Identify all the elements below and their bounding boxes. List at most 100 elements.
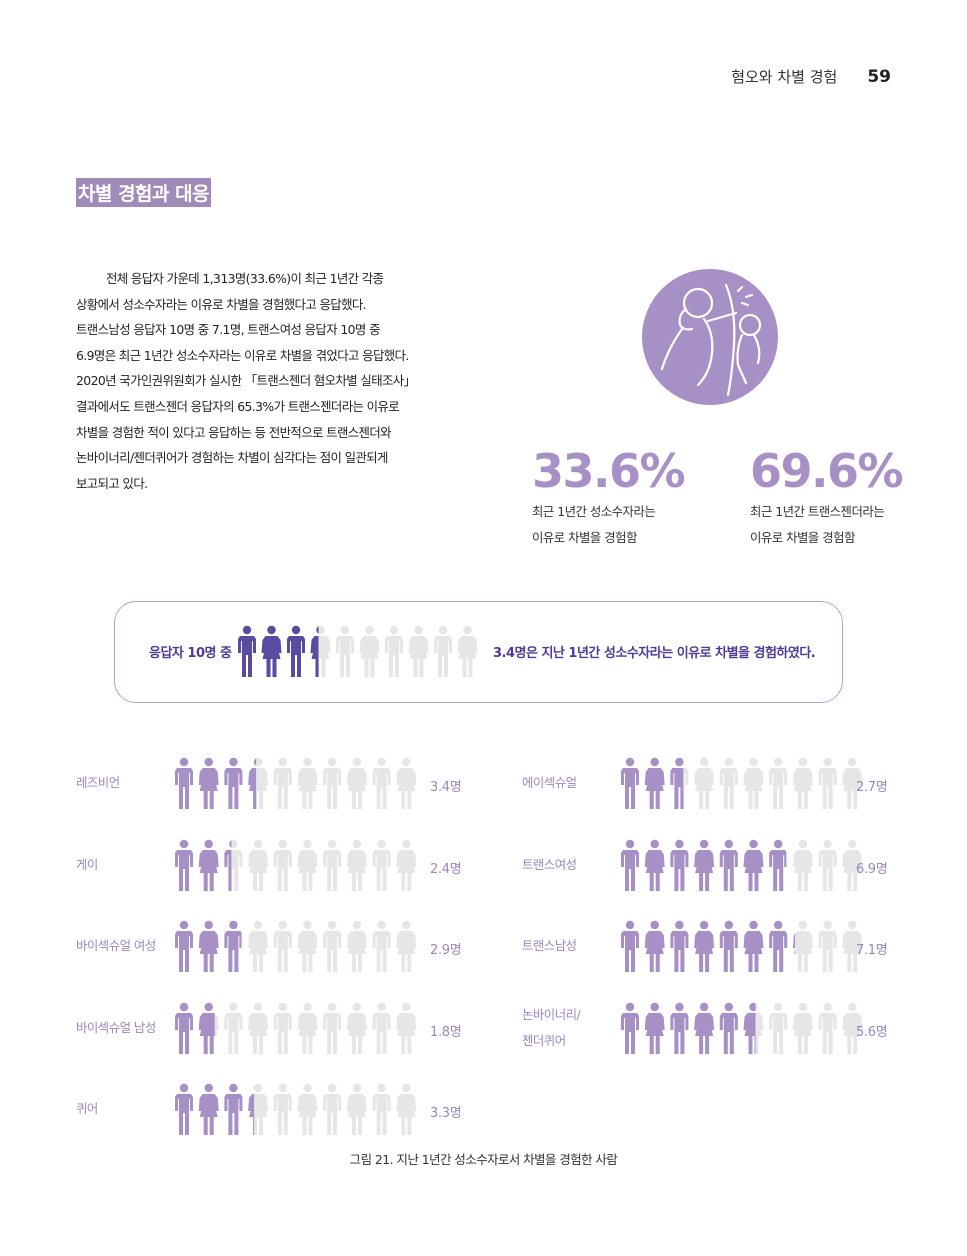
group-label: 레즈비언 xyxy=(76,775,120,790)
group-person-filled xyxy=(644,920,665,972)
group-row: 논바이너리/젠더퀴어 5.6명 xyxy=(522,1002,896,1062)
body-paragraph: 전체 응답자 가운데 1,313명(33.6%)이 최근 1년간 각종 상황에서… xyxy=(76,266,448,496)
group-icon-row xyxy=(621,1002,863,1054)
group-row: 바이섹슈얼 여성 2.9명 xyxy=(76,920,470,980)
group-person-filled xyxy=(175,920,193,972)
summary-person-empty xyxy=(336,625,354,677)
group-person-filled xyxy=(719,839,738,891)
group-person-filled xyxy=(670,839,689,891)
group-icon-row xyxy=(621,757,863,809)
group-person-filled xyxy=(175,1002,193,1054)
group-person-empty xyxy=(297,1083,318,1135)
group-person-empty xyxy=(297,920,318,972)
group-person-empty xyxy=(248,1002,269,1054)
group-person-empty xyxy=(842,839,863,891)
group-person-empty xyxy=(792,839,813,891)
group-person-filled xyxy=(719,920,738,972)
group-person-filled xyxy=(175,757,193,809)
group-person-filled xyxy=(175,839,193,891)
group-value: 3.3명 xyxy=(430,1106,462,1121)
group-row: 퀴어 3.3명 xyxy=(76,1083,470,1143)
summary-person-filled xyxy=(287,625,305,677)
group-person-empty xyxy=(792,757,813,809)
group-person-empty xyxy=(323,1002,342,1054)
group-label: 트랜스남성 xyxy=(522,938,577,953)
group-value: 7.1명 xyxy=(856,943,888,958)
body-line: 차별을 경험한 적이 있다고 응답하는 등 전반적으로 트랜스젠더와 xyxy=(76,424,392,440)
group-person-filled xyxy=(224,757,243,809)
stat-desc-line: 최근 1년간 트랜스젠더라는 xyxy=(750,504,885,519)
group-person-filled xyxy=(719,1002,738,1054)
hero-illustration xyxy=(642,269,778,405)
group-person-filled xyxy=(670,1002,689,1054)
group-value: 6.9명 xyxy=(856,862,888,877)
group-person-empty xyxy=(372,839,391,891)
group-person-empty xyxy=(273,1002,292,1054)
group-person-filled xyxy=(198,920,219,972)
body-line: 2020년 국가인권위원회가 실시한 「트랜스젠더 혐오차별 실태조사」 xyxy=(76,373,416,389)
group-person-empty xyxy=(792,1002,813,1054)
group-person-empty xyxy=(297,839,318,891)
stat-desc-line: 이유로 차별을 경험함 xyxy=(532,530,637,545)
group-person-filled xyxy=(621,757,639,809)
group-label-line: 젠더퀴어 xyxy=(522,1033,566,1048)
header-title: 혐오와 차별 경험 xyxy=(731,68,838,86)
group-icon-row xyxy=(175,1083,417,1135)
body-line: 결과에서도 트랜스젠더 응답자의 65.3%가 트랜스젠더라는 이유로 xyxy=(76,398,400,414)
group-person-empty xyxy=(842,757,863,809)
group-person-filled xyxy=(175,1083,193,1135)
group-person-filled xyxy=(198,757,219,809)
group-icon-row xyxy=(175,757,417,809)
stat-description: 최근 1년간 트랜스젠더라는 이유로 차별을 경험함 xyxy=(750,499,902,551)
group-person-empty xyxy=(273,920,292,972)
group-person-empty xyxy=(224,1002,243,1054)
group-person-filled xyxy=(670,920,689,972)
group-person-empty xyxy=(323,757,342,809)
body-line: 트랜스남성 응답자 10명 중 7.1명, 트랜스여성 응답자 10명 중 xyxy=(76,322,380,338)
body-line: 상황에서 성소수자라는 이유로 차별을 경험했다고 응답했다. xyxy=(76,296,367,312)
group-person-filled xyxy=(694,920,715,972)
group-person-empty xyxy=(346,1002,367,1054)
group-person-empty xyxy=(396,839,417,891)
summary-person-filled xyxy=(310,626,319,677)
group-person-filled xyxy=(644,1002,665,1054)
body-line: 논바이너리/젠더퀴어가 경험하는 차별이 심각다는 점이 일관되게 xyxy=(76,450,388,466)
summary-person-empty xyxy=(457,625,478,677)
group-label: 트랜스여성 xyxy=(522,857,577,872)
group-person-empty xyxy=(818,920,837,972)
group-person-filled xyxy=(248,1086,255,1135)
group-person-empty xyxy=(273,839,292,891)
group-label: 퀴어 xyxy=(76,1101,98,1116)
stat-description: 최근 1년간 성소수자라는 이유로 차별을 경험함 xyxy=(532,499,684,551)
group-person-empty xyxy=(719,757,738,809)
stat-desc-line: 최근 1년간 성소수자라는 xyxy=(532,504,656,519)
group-row: 에이섹슈얼 2.7명 xyxy=(522,757,896,817)
summary-person-empty xyxy=(408,625,429,677)
group-icon-row xyxy=(621,920,863,972)
group-value: 5.6명 xyxy=(856,1025,888,1040)
group-person-empty xyxy=(323,920,342,972)
group-person-empty xyxy=(818,839,837,891)
group-value: 1.8명 xyxy=(430,1025,462,1040)
group-person-filled xyxy=(694,1002,715,1054)
group-value: 3.4명 xyxy=(430,780,462,795)
group-person-filled xyxy=(248,758,257,809)
group-label: 논바이너리/젠더퀴어 xyxy=(522,1002,581,1054)
group-person-empty xyxy=(769,1002,788,1054)
group-person-filled xyxy=(621,920,639,972)
body-line: 6.9명은 최근 1년간 성소수자라는 이유로 차별을 겪었다고 응답했다. xyxy=(76,347,409,363)
group-person-empty xyxy=(346,757,367,809)
group-row: 트랜스남성 7.1명 xyxy=(522,920,896,980)
group-person-empty xyxy=(346,839,367,891)
group-person-filled xyxy=(792,933,795,954)
body-line: 전체 응답자 가운데 1,313명(33.6%)이 최근 1년간 각종 xyxy=(106,271,384,286)
group-person-empty xyxy=(396,757,417,809)
group-person-filled xyxy=(769,839,787,891)
group-value: 2.9명 xyxy=(430,943,462,958)
group-row: 게이 2.4명 xyxy=(76,839,470,899)
group-person-filled xyxy=(198,1002,215,1054)
group-person-empty xyxy=(842,1002,863,1054)
group-person-filled xyxy=(743,1002,756,1054)
group-person-filled xyxy=(644,839,665,891)
group-person-empty xyxy=(346,1083,367,1135)
